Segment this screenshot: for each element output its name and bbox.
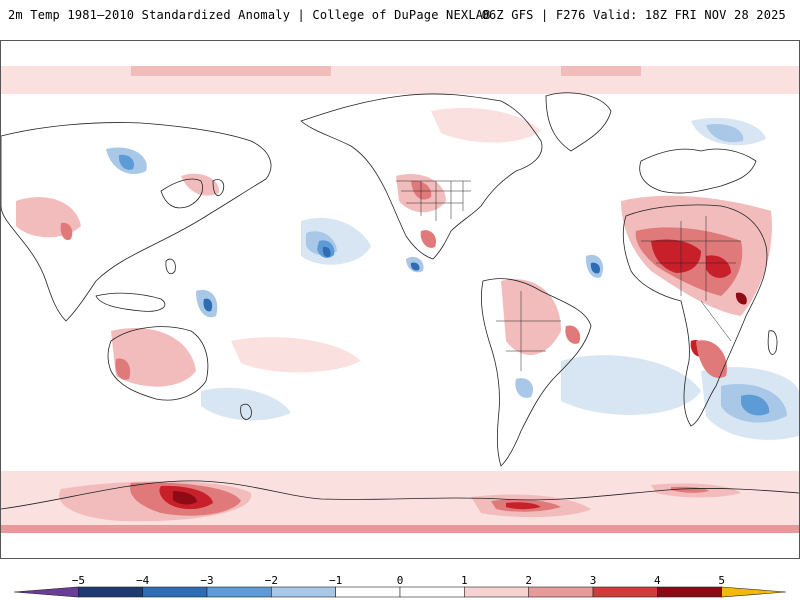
- legend-tick-label: −3: [200, 574, 214, 587]
- japan-outline: [212, 179, 225, 196]
- africa-borders: [641, 216, 741, 342]
- indian-ocean-cold-anomaly: [741, 394, 770, 416]
- model-run-info: 06Z GFS | F276 Valid: 18Z FRI NOV 28 202…: [481, 8, 786, 22]
- map-header: 2m Temp 1981–2010 Standardized Anomaly |…: [0, 0, 800, 38]
- north-america-borders: [396, 180, 471, 221]
- legend-color-bin: [464, 586, 529, 598]
- anomaly-map[interactable]: [0, 40, 800, 559]
- legend-bar: [13, 586, 787, 598]
- map-graphic: [1, 66, 799, 533]
- australia-outline: [107, 326, 209, 401]
- legend-colorbar: −5 −4 −3 −2 −1 0 1 2 3 4 5: [0, 568, 800, 600]
- south-america-borders: [496, 291, 561, 371]
- eurasia-cold-anomaly: [706, 123, 744, 143]
- asia-cold-anomaly: [118, 154, 135, 170]
- south-america-outline: [481, 278, 592, 467]
- africa-outline: [622, 204, 768, 427]
- arctic-anomaly-patch: [561, 66, 641, 76]
- coastlines: [1, 92, 799, 510]
- asia-outline: [1, 122, 272, 322]
- south-america-cold-anomaly: [515, 378, 534, 398]
- legend-tick-label: 1: [461, 574, 468, 587]
- legend-color-bin: [592, 586, 658, 598]
- antarctic-warm-anomaly: [173, 491, 197, 505]
- central-pacific-cold-anomaly: [410, 262, 420, 271]
- legend-color-bin: [142, 586, 208, 598]
- africa-warm-anomaly: [735, 292, 747, 305]
- legend-tick-label: 0: [396, 574, 404, 587]
- australia-warm-anomaly: [115, 358, 131, 380]
- legend-color-bin: [271, 586, 336, 598]
- legend-tick-label: −1: [329, 574, 343, 587]
- greenland-outline: [545, 92, 612, 152]
- antarctic-warm-anomaly: [506, 502, 541, 510]
- legend-tick-label: −5: [71, 574, 85, 587]
- south-atlantic-cold-anomaly: [561, 355, 701, 415]
- philippines-outline: [165, 258, 176, 275]
- new-zealand-outline: [240, 403, 252, 420]
- legend-tick-label: 2: [525, 574, 532, 587]
- legend-tick-label: 4: [654, 574, 661, 587]
- pacific-warm-anomaly: [231, 337, 361, 373]
- legend-color-bin: [206, 586, 272, 598]
- legend-tick-label: 5: [718, 574, 725, 587]
- legend-color-bin: [399, 586, 465, 598]
- legend-color-bin: [528, 586, 594, 598]
- africa-warm-anomaly: [706, 255, 731, 278]
- antarctica-outline: [1, 480, 799, 510]
- arctic-anomaly-band: [1, 66, 799, 94]
- south-america-warm-anomaly: [565, 325, 581, 344]
- map-title: 2m Temp 1981–2010 Standardized Anomaly |…: [8, 8, 491, 22]
- pacific-cold-anomaly: [322, 246, 331, 257]
- europe-outline: [639, 148, 757, 194]
- east-asia-outline: [160, 178, 204, 209]
- antarctic-edge-band: [1, 525, 799, 533]
- legend-tick-label: 3: [589, 574, 597, 587]
- legend-color-bin: [78, 586, 143, 598]
- north-america-outline: [300, 93, 543, 260]
- legend-tick-label: −4: [136, 574, 150, 587]
- west-pacific-cold-anomaly: [203, 298, 213, 312]
- legend-color-bin: [657, 586, 722, 598]
- madagascar-outline: [767, 330, 778, 355]
- india-warm-anomaly: [60, 222, 73, 241]
- mexico-warm-anomaly: [420, 230, 437, 248]
- africa-warm-anomaly: [651, 239, 701, 273]
- south-america-warm-anomaly: [501, 279, 561, 355]
- arctic-anomaly-patch: [131, 66, 331, 76]
- australia-warm-anomaly: [111, 327, 196, 387]
- legend-color-bin: [721, 586, 787, 598]
- legend-tick-label: −2: [264, 574, 278, 587]
- indonesia-outline: [95, 292, 166, 312]
- east-pacific-cold-anomaly: [590, 262, 601, 274]
- atlantic-warm-anomaly: [431, 107, 541, 143]
- southern-africa-warm-anomaly: [696, 340, 727, 378]
- legend-color-bin: [13, 586, 79, 598]
- legend-color-bin: [335, 586, 401, 598]
